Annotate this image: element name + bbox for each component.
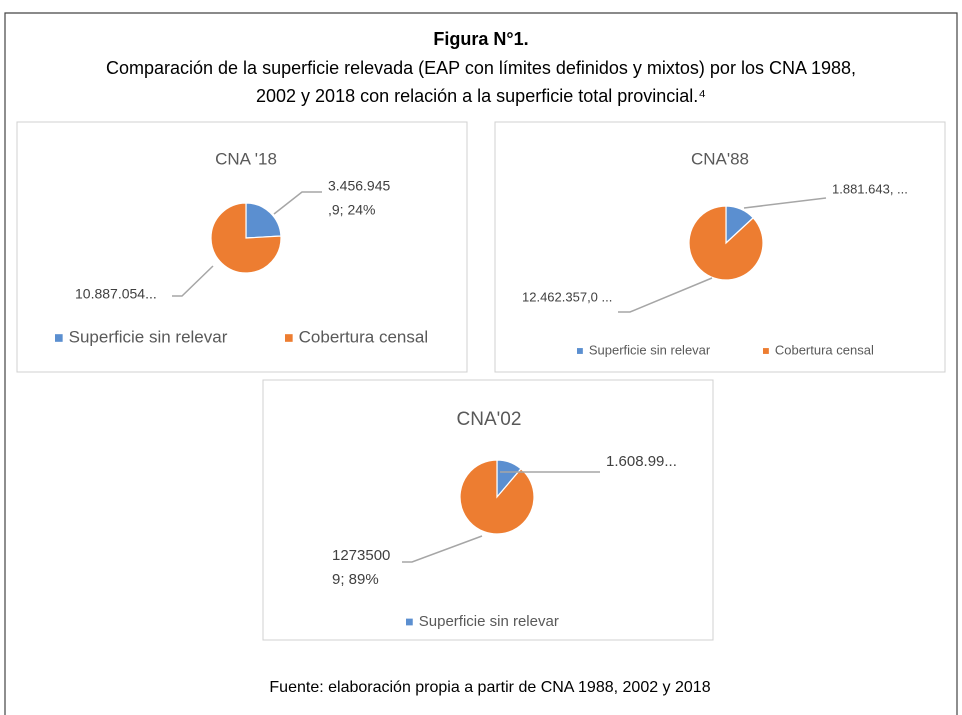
data-label: 12.462.357,0 ...	[522, 289, 612, 304]
data-label: 10.887.054...	[75, 286, 157, 302]
legend-label: Superficie sin relevar	[69, 327, 228, 346]
chart-title: CNA '18	[215, 149, 277, 168]
leader-line	[273, 191, 322, 215]
data-label: 9; 89%	[332, 571, 379, 588]
leader-line	[618, 277, 713, 313]
source: Fuente: elaboración propia a partir de C…	[269, 679, 710, 696]
legend-swatch	[577, 348, 583, 354]
leader-line	[172, 265, 214, 297]
legend-label: Superficie sin relevar	[419, 613, 559, 630]
leader-line	[402, 535, 483, 563]
chart-title: CNA'88	[691, 149, 749, 168]
legend-swatch	[55, 334, 63, 342]
legend-swatch	[285, 334, 293, 342]
pie-slice	[688, 205, 764, 281]
data-label: 3.456.945	[328, 178, 390, 194]
legend-label: Cobertura censal	[299, 327, 428, 346]
legend-label: Cobertura censal	[775, 342, 874, 357]
legend-swatch	[763, 348, 769, 354]
figure-title: Figura N°1.	[433, 29, 528, 49]
data-label: 1273500	[332, 547, 390, 564]
leader-line	[743, 197, 827, 209]
subtitle: Comparación de la superficie relevada (E…	[106, 58, 856, 78]
chart-title: CNA'02	[457, 409, 522, 430]
pie-slice	[245, 202, 282, 239]
data-label: 1.608.99...	[606, 453, 677, 470]
subtitle: 2002 y 2018 con relación a la superficie…	[256, 86, 706, 106]
pie-slice	[459, 459, 535, 535]
legend-label: Superficie sin relevar	[589, 342, 711, 357]
data-label: 1.881.643, ...	[832, 181, 908, 196]
figure-frame	[4, 12, 958, 715]
data-label: ,9; 24%	[328, 202, 375, 218]
legend-swatch	[406, 618, 413, 626]
pie-slice	[210, 202, 282, 274]
